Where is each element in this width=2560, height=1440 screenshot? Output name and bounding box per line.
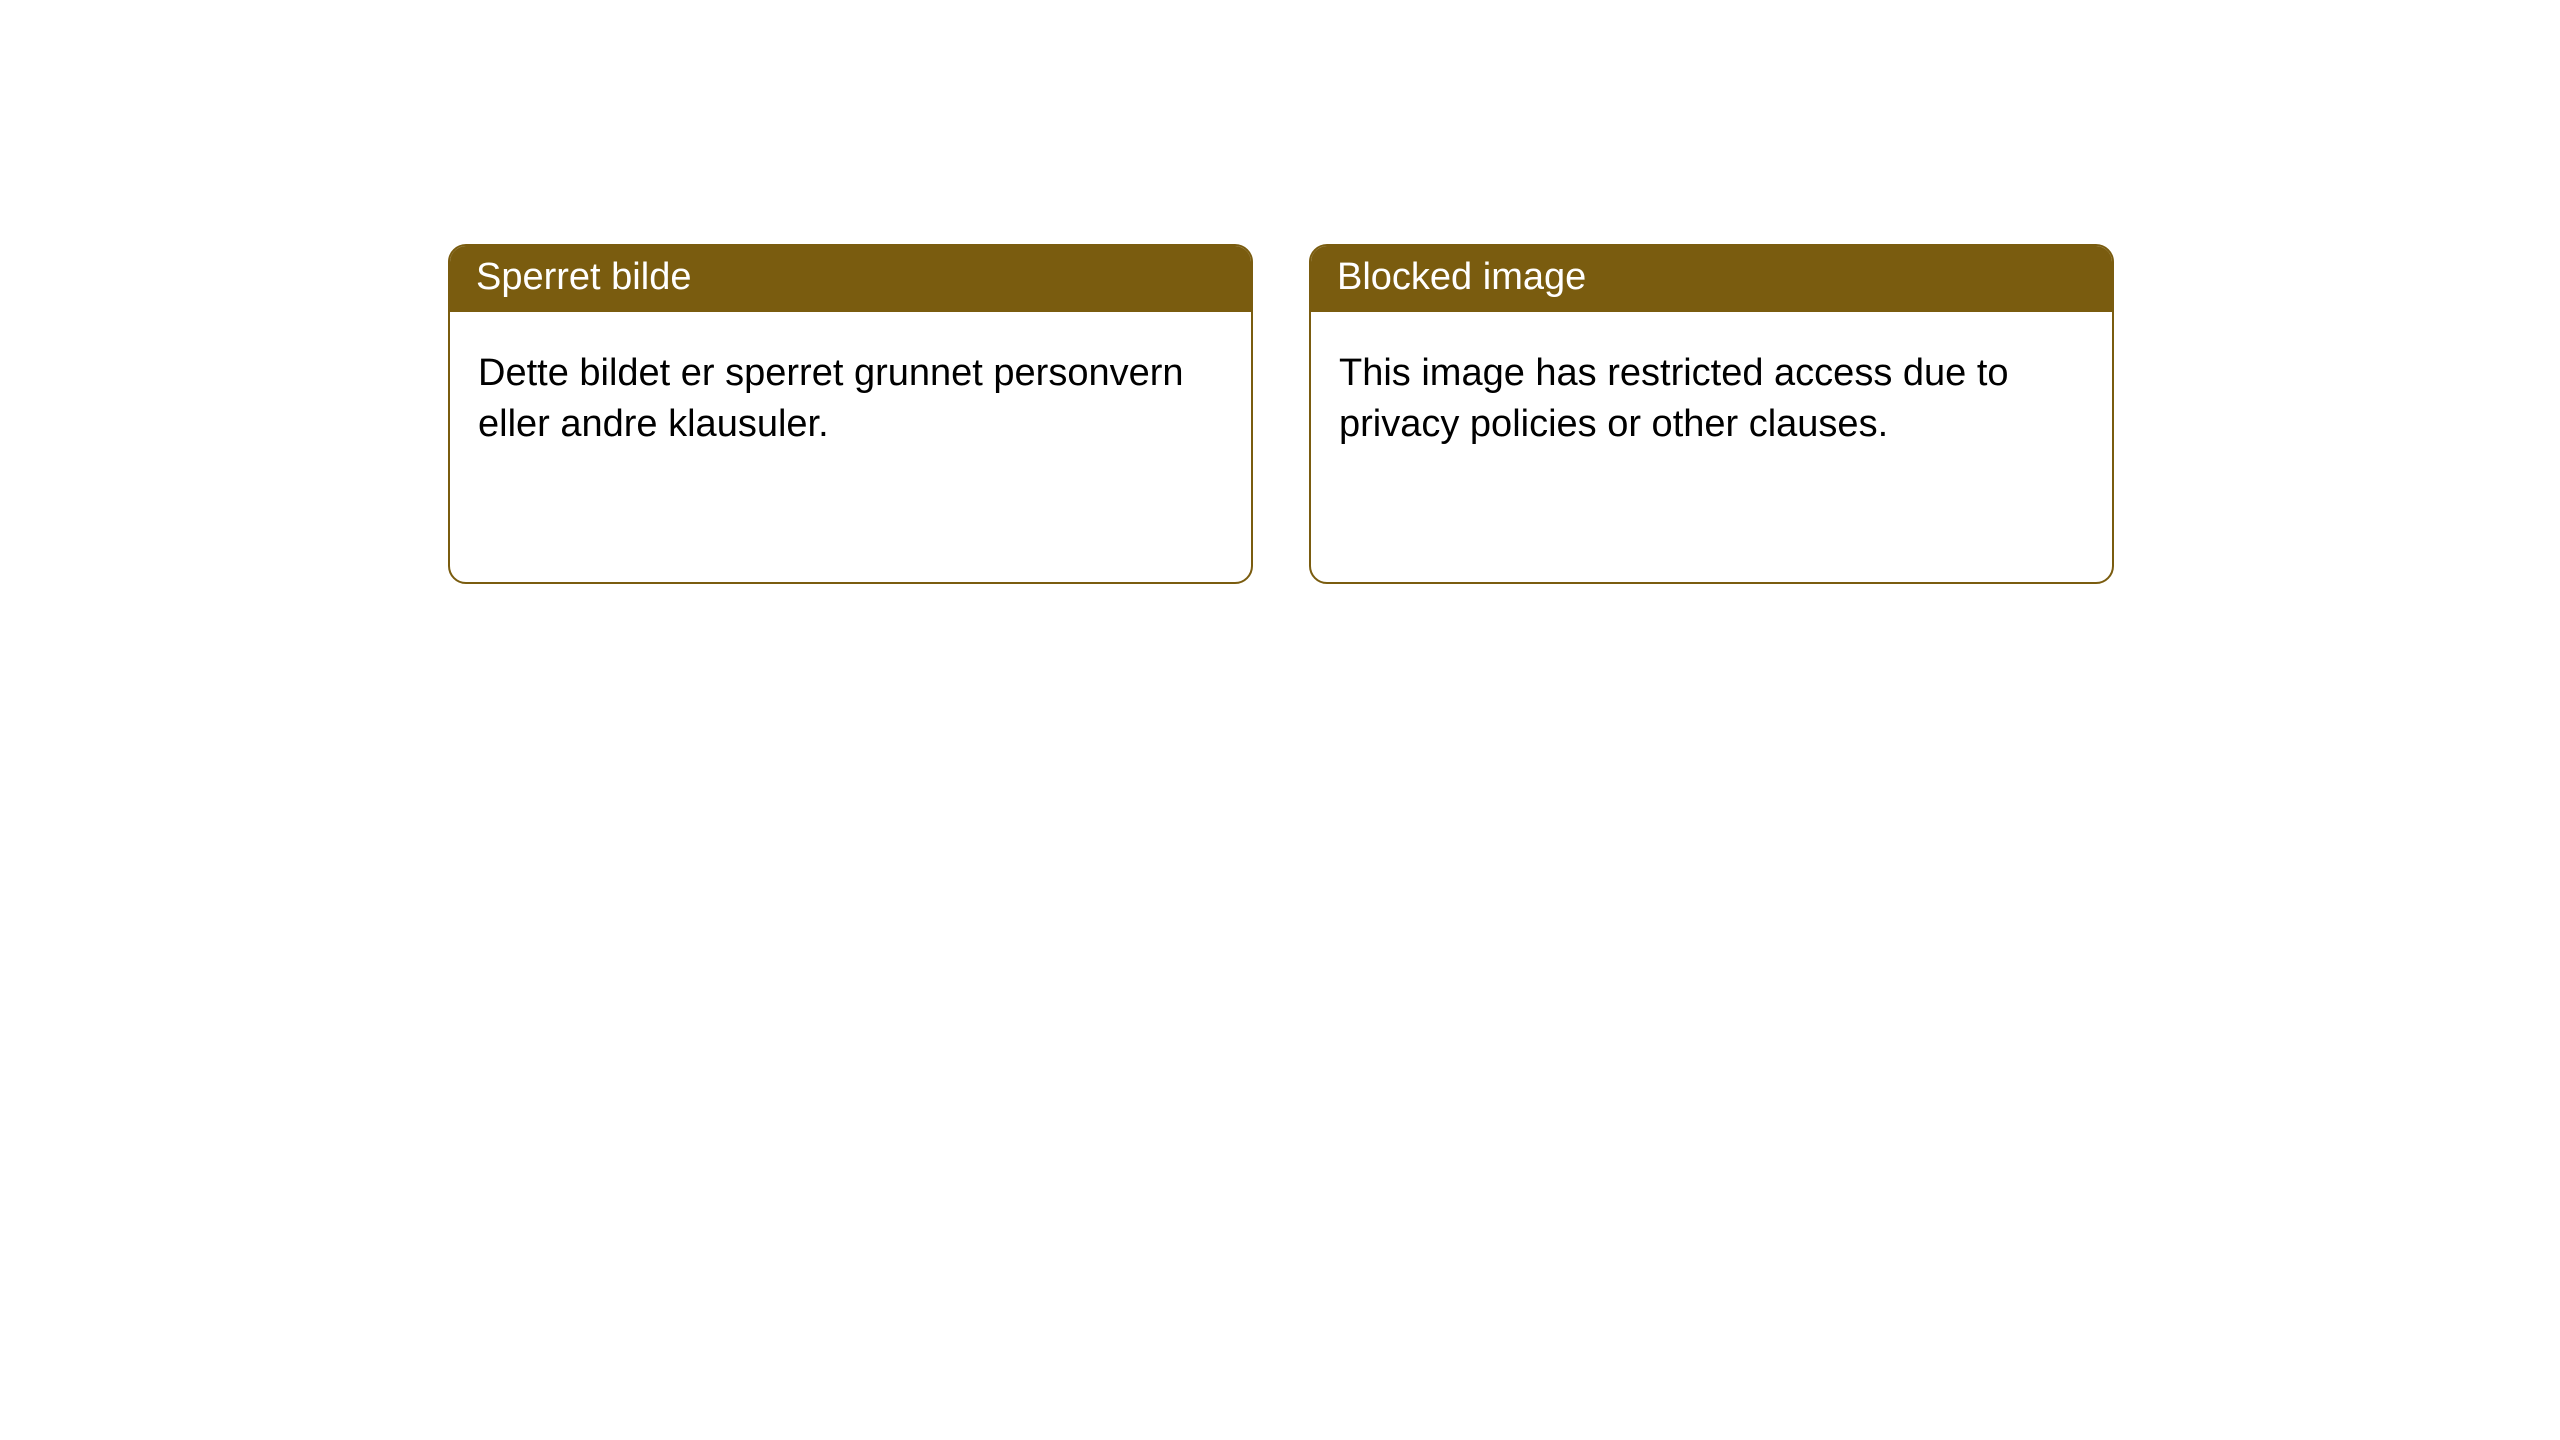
card-body-english: This image has restricted access due to … <box>1311 312 2112 582</box>
blocked-image-card-norwegian: Sperret bilde Dette bildet er sperret gr… <box>448 244 1253 584</box>
card-header-norwegian: Sperret bilde <box>450 246 1251 312</box>
card-header-english: Blocked image <box>1311 246 2112 312</box>
blocked-image-card-english: Blocked image This image has restricted … <box>1309 244 2114 584</box>
cards-container: Sperret bilde Dette bildet er sperret gr… <box>0 0 2560 584</box>
card-body-norwegian: Dette bildet er sperret grunnet personve… <box>450 312 1251 582</box>
